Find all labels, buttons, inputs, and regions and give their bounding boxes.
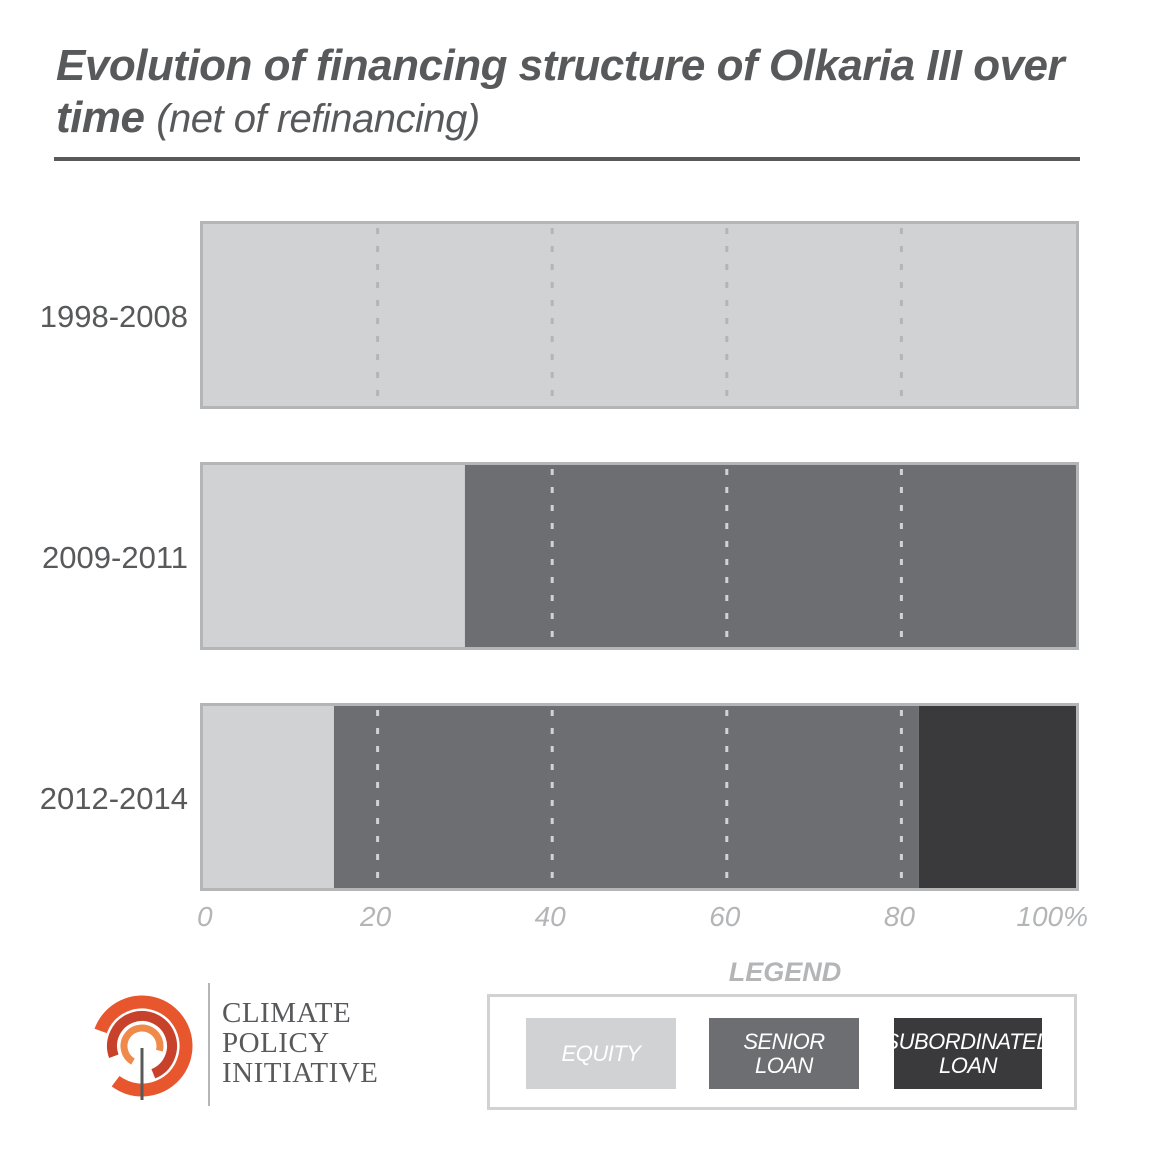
- x-tick-label-0: 0: [197, 901, 213, 932]
- logo-line-2: POLICY: [222, 1027, 330, 1059]
- chart-title-main: Evolution of financing structure of Olka…: [56, 41, 1065, 142]
- bar-segment-subordinated-loan-2012-2014: [918, 706, 1076, 888]
- logo-line-3: INITIATIVE: [222, 1057, 379, 1089]
- legend-title: LEGEND: [728, 957, 842, 987]
- bar-segment-senior-loan-2012-2014: [333, 706, 919, 888]
- bar-outline-2009-2011: [200, 462, 1079, 650]
- legend-item-subordinated-loan-label-2: LOAN: [939, 1052, 997, 1078]
- x-tick-label-100: 100%: [1016, 901, 1088, 932]
- logo-text: CLIMATE POLICY INITIATIVE: [222, 998, 378, 1088]
- legend-item-subordinated-loan: SUBORDINATED LOAN: [884, 1018, 1052, 1089]
- logo-line-1: CLIMATE: [222, 997, 352, 1029]
- legend-item-senior-loan-label-1: SENIOR: [743, 1028, 825, 1054]
- title-divider: [54, 157, 1080, 161]
- legend-box: [487, 994, 1077, 1110]
- legend-item-subordinated-loan-label-1: SUBORDINATED: [884, 1028, 1052, 1054]
- category-label-1998-2008: 1998-2008: [40, 299, 188, 334]
- chart-title-sub: (net of refinancing): [156, 97, 480, 141]
- x-tick-label-60: 60: [709, 901, 741, 932]
- bar-segment-equity-2012-2014: [203, 706, 334, 888]
- x-tick-label-20: 20: [359, 901, 392, 932]
- logo-icon: [84, 990, 200, 1102]
- legend-item-equity-label: EQUITY: [561, 1040, 641, 1066]
- bar-segment-senior-loan-2009-2011: [464, 465, 1076, 647]
- category-label-2012-2014: 2012-2014: [40, 781, 188, 816]
- bar-outline-1998-2008: [200, 221, 1079, 409]
- x-tick-label-40: 40: [535, 901, 567, 932]
- legend-item-equity: EQUITY: [526, 1018, 676, 1089]
- x-tick-label-80: 80: [884, 901, 916, 932]
- chart-title: Evolution of financing structure of Olka…: [56, 40, 1096, 145]
- legend-item-senior-loan-label-2: LOAN: [755, 1052, 813, 1078]
- bar-segment-equity-1998-2008: [203, 224, 1076, 406]
- logo-divider: [208, 983, 210, 1106]
- category-label-2009-2011: 2009-2011: [42, 540, 188, 575]
- legend-item-senior-loan: SENIOR LOAN: [709, 1018, 859, 1089]
- bar-segment-equity-2009-2011: [203, 465, 465, 647]
- bar-outline-2012-2014: [200, 703, 1079, 891]
